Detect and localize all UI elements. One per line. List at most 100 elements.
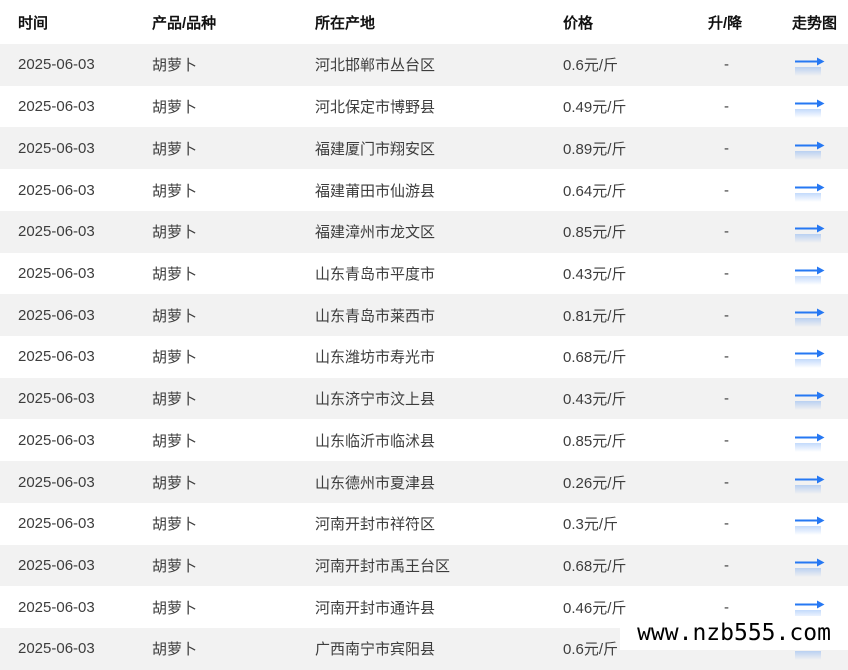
cell-origin: 山东青岛市莱西市 [315,307,436,325]
trend-chart-link[interactable] [795,141,825,160]
table-row: 2025-06-03 胡萝卜 河北邯郸市丛台区 0.6元/斤 - [0,44,848,86]
cell-change: - [724,473,729,491]
arrow-glow [795,109,821,119]
watermark: www.nzb555.com [620,616,848,650]
right-arrow-icon [795,391,825,400]
cell-time: 2025-06-03 [18,98,95,116]
cell-product: 胡萝卜 [152,57,198,75]
cell-price: 0.6元/斤 [563,57,619,75]
cell-price: 0.3元/斤 [563,516,619,534]
table-row: 2025-06-03 胡萝卜 山东济宁市汶上县 0.43元/斤 - [0,377,848,420]
cell-trend [792,220,848,244]
cell-change: - [724,139,729,157]
trend-chart-link[interactable] [795,600,825,619]
cell-change: - [724,56,729,74]
cell-change: - [724,98,729,116]
table-row: 2025-06-03 胡萝卜 山东潍坊市寿光市 0.68元/斤 - [0,336,848,378]
cell-price: 0.85元/斤 [563,432,627,450]
cell-trend [792,387,848,411]
cell-trend [792,554,848,577]
table-row: 2025-06-03 胡萝卜 山东青岛市平度市 0.43元/斤 - [0,252,848,295]
cell-origin: 福建厦门市翔安区 [315,140,436,158]
table-row: 2025-06-03 胡萝卜 山东临沂市临沭县 0.85元/斤 - [0,419,848,462]
arrow-glow [795,150,821,160]
trend-chart-link[interactable] [795,57,825,77]
cell-trend [792,53,848,77]
header-change: 升/降 [708,14,743,32]
cell-trend [792,512,848,536]
cell-product: 胡萝卜 [152,265,198,283]
cell-origin: 山东临沂市临沭县 [315,432,436,450]
cell-trend [792,304,848,327]
cell-time: 2025-06-03 [18,348,95,366]
table-row: 2025-06-03 胡萝卜 河北保定市博野县 0.49元/斤 - [0,85,848,128]
cell-trend [792,137,848,160]
cell-time: 2025-06-03 [18,473,95,491]
trend-chart-link[interactable] [795,475,825,494]
cell-time: 2025-06-03 [18,640,95,658]
cell-product: 胡萝卜 [152,641,198,659]
table-row: 2025-06-03 胡萝卜 山东德州市夏津县 0.26元/斤 - [0,461,848,503]
trend-chart-link[interactable] [795,99,825,119]
cell-time: 2025-06-03 [18,431,95,449]
right-arrow-icon [795,433,825,442]
right-arrow-icon [795,349,825,358]
cell-origin: 河南开封市通许县 [315,599,436,617]
cell-origin: 广西南宁市宾阳县 [315,641,436,659]
trend-chart-link[interactable] [795,433,825,452]
arrow-glow [795,526,821,536]
trend-chart-link[interactable] [795,183,825,202]
table-row: 2025-06-03 胡萝卜 福建莆田市仙游县 0.64元/斤 - [0,169,848,211]
table-body: 2025-06-03 胡萝卜 河北邯郸市丛台区 0.6元/斤 - 2025-06… [0,44,848,670]
table-row: 2025-06-03 胡萝卜 山东青岛市莱西市 0.81元/斤 - [0,294,848,337]
right-arrow-icon [795,308,825,317]
cell-price: 0.68元/斤 [563,557,627,575]
cell-price: 0.26元/斤 [563,474,627,492]
trend-chart-link[interactable] [795,349,825,369]
cell-change: - [724,306,729,324]
arrow-glow [795,567,821,577]
cell-price: 0.68元/斤 [563,349,627,367]
cell-change: - [724,431,729,449]
right-arrow-icon [795,99,825,108]
cell-time: 2025-06-03 [18,181,95,199]
right-arrow-icon [795,266,825,275]
cell-trend [792,262,848,285]
cell-trend [792,345,848,369]
trend-chart-link[interactable] [795,224,825,244]
trend-chart-link[interactable] [795,391,825,411]
cell-origin: 河北保定市博野县 [315,99,436,117]
header-origin: 所在产地 [315,14,376,32]
cell-price: 0.6元/斤 [563,641,619,659]
cell-origin: 山东青岛市平度市 [315,265,436,283]
cell-origin: 福建漳州市龙文区 [315,224,436,242]
cell-origin: 河南开封市祥符区 [315,516,436,534]
header-row: 时间 产品/品种 所在产地 价格 升/降 走势图 [0,0,848,44]
right-arrow-icon [795,516,825,525]
table-row: 2025-06-03 胡萝卜 河南开封市禹王台区 0.68元/斤 - [0,544,848,587]
cell-change: - [724,348,729,366]
cell-product: 胡萝卜 [152,432,198,450]
cell-change: - [724,264,729,282]
arrow-glow [795,67,821,77]
cell-price: 0.89元/斤 [563,140,627,158]
trend-chart-link[interactable] [795,516,825,536]
cell-change: - [724,515,729,533]
trend-chart-link[interactable] [795,558,825,577]
trend-chart-link[interactable] [795,308,825,327]
cell-price: 0.81元/斤 [563,307,627,325]
arrow-glow [795,484,821,494]
arrow-glow [795,192,821,202]
right-arrow-icon [795,475,825,484]
cell-price: 0.85元/斤 [563,224,627,242]
cell-change: - [724,223,729,241]
cell-change: - [724,390,729,408]
arrow-glow [795,651,821,661]
trend-chart-link[interactable] [795,266,825,285]
header-price: 价格 [563,14,594,32]
arrow-glow [795,442,821,452]
cell-time: 2025-06-03 [18,515,95,533]
cell-price: 0.43元/斤 [563,265,627,283]
cell-product: 胡萝卜 [152,516,198,534]
cell-product: 胡萝卜 [152,224,198,242]
